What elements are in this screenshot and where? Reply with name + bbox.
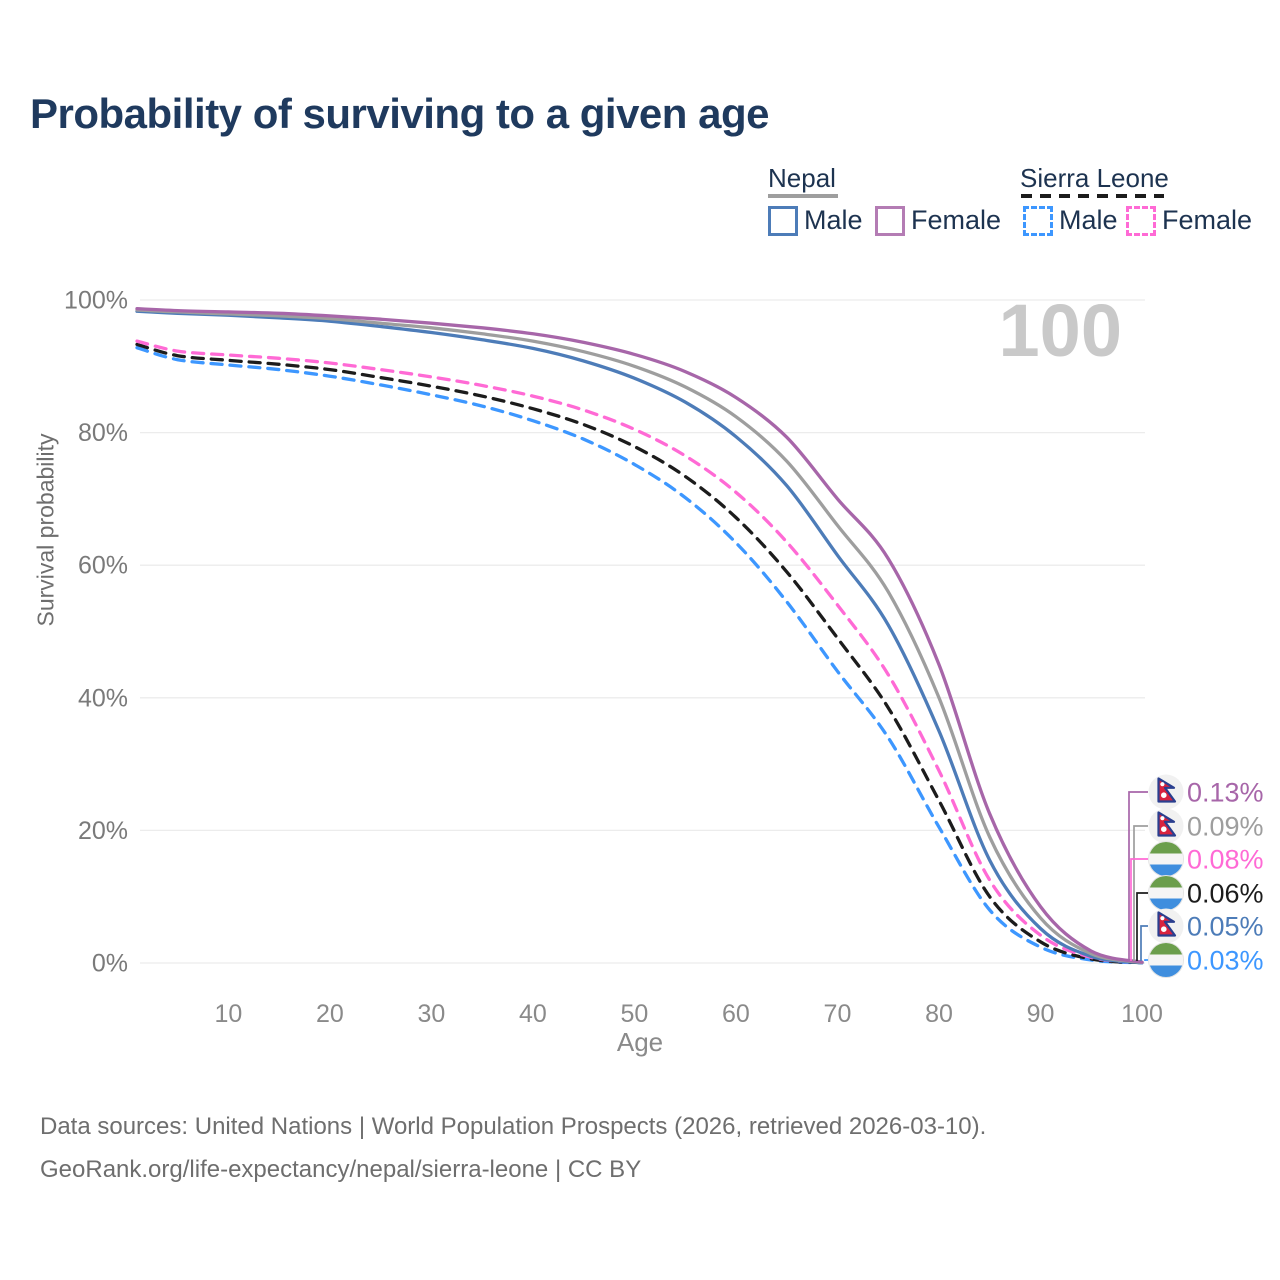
x-tick-label: 90: [1027, 1000, 1055, 1028]
x-tick-label: 60: [722, 1000, 750, 1028]
x-tick-label: 40: [519, 1000, 547, 1028]
series-line-sierra-leone-both-sexes[interactable]: [135, 342, 1144, 965]
end-value-label[interactable]: 0.03%: [1187, 946, 1264, 976]
end-value-label[interactable]: 0.05%: [1187, 912, 1264, 942]
x-tick-label: 70: [824, 1000, 852, 1028]
nepal-flag-icon: [1147, 907, 1185, 945]
nepal-male-swatch-icon: [768, 205, 798, 236]
sierra-leone-flag-icon: [1148, 875, 1184, 911]
legend-item-label: Female: [911, 205, 1002, 235]
end-connector: [1144, 959, 1148, 961]
x-tick-label: 10: [214, 1000, 242, 1028]
legend-item-nepal-male[interactable]: Male: [768, 205, 863, 236]
age-watermark: 100: [998, 289, 1122, 372]
nepal-female-swatch-icon: [875, 205, 905, 236]
sierra-leone-female-swatch-icon: [1126, 205, 1156, 236]
y-tick-label: 60%: [78, 552, 128, 580]
y-tick-label: 100%: [64, 287, 128, 315]
series-line-nepal-male[interactable]: [135, 309, 1144, 965]
end-connector: [1128, 791, 1148, 961]
y-tick-label: 40%: [78, 684, 128, 712]
end-connector: [1133, 825, 1148, 961]
series-line-nepal-female[interactable]: [135, 306, 1144, 964]
footer: Data sources: United Nations | World Pop…: [40, 1106, 986, 1191]
legend-item-label: Female: [1162, 205, 1253, 235]
legend-item-sierra-leone-male[interactable]: Male: [1023, 205, 1118, 236]
legend-item-sierra-leone-female[interactable]: Female: [1126, 205, 1252, 236]
series-line-sierra-leone-male[interactable]: [135, 346, 1144, 965]
x-tick-label: 100: [1121, 1000, 1163, 1028]
legend-item-label: Male: [804, 205, 863, 235]
end-connector: [1140, 925, 1148, 961]
end-connector: [1130, 858, 1148, 961]
footer-source-line: Data sources: United Nations | World Pop…: [40, 1113, 987, 1140]
legend-item-nepal-female[interactable]: Female: [875, 205, 1001, 236]
sierra-leone-male-swatch-icon: [1023, 205, 1053, 236]
end-value-label[interactable]: 0.06%: [1187, 879, 1264, 909]
footer-attribution-line: GeoRank.org/life-expectancy/nepal/sierra…: [40, 1155, 642, 1183]
legend-group-sierra-leone-title: Sierra Leone: [1020, 163, 1169, 193]
end-value-label[interactable]: 0.09%: [1187, 812, 1264, 842]
x-tick-label: 80: [925, 1000, 953, 1028]
end-connector: [1136, 892, 1148, 961]
series-line-sierra-leone-female[interactable]: [135, 339, 1144, 965]
x-tick-label: 50: [621, 1000, 649, 1028]
x-tick-label: 30: [417, 1000, 445, 1028]
series-line-nepal-both-sexes[interactable]: [135, 308, 1144, 965]
end-value-label[interactable]: 0.08%: [1187, 845, 1264, 875]
sierra-leone-flag-icon: [1148, 841, 1184, 877]
y-tick-label: 80%: [78, 419, 128, 447]
sierra-leone-flag-icon: [1148, 942, 1184, 978]
nepal-flag-icon: [1147, 773, 1185, 811]
legend-group-nepal-title: Nepal: [768, 163, 836, 193]
legend-sierra-leone-line-swatch: [1021, 194, 1164, 198]
y-tick-label: 20%: [78, 817, 128, 845]
legend-nepal-line-swatch: [768, 194, 838, 198]
legend-item-label: Male: [1059, 205, 1118, 235]
y-tick-label: 0%: [92, 950, 128, 978]
end-value-label[interactable]: 0.13%: [1187, 778, 1264, 808]
x-axis-title: Age: [617, 1027, 663, 1057]
x-tick-label: 20: [316, 1000, 344, 1028]
nepal-flag-icon: [1147, 807, 1185, 845]
page-title: Probability of surviving to a given age: [30, 90, 769, 137]
